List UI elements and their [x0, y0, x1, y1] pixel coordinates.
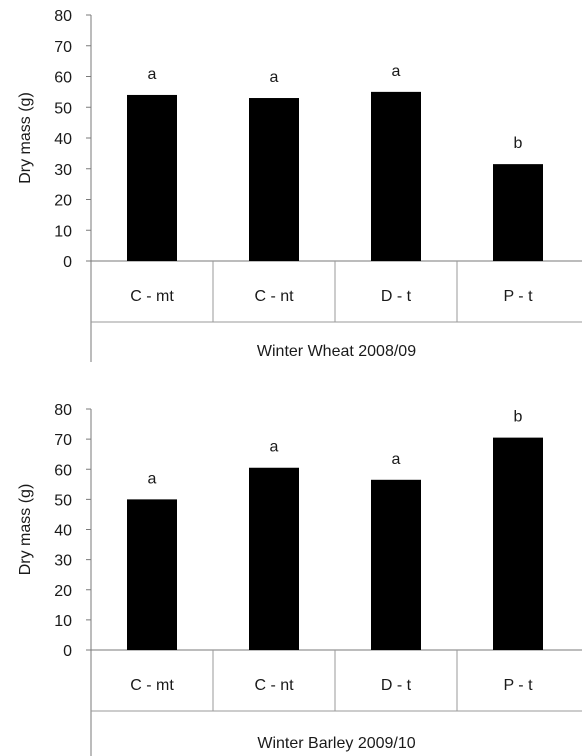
bar-wheat-4: [493, 164, 543, 261]
bar-wheat-1: [127, 94, 177, 261]
bar-wheat-2: [249, 98, 299, 262]
x-category-label: P - t: [503, 288, 533, 305]
significance-letter: a: [392, 63, 401, 80]
x-category-label: D - t: [381, 288, 412, 305]
y-axis-title: Dry mass (g): [17, 92, 34, 184]
bar-barley-3: [371, 479, 421, 650]
y-tick-label: 50: [54, 100, 72, 117]
y-tick-label: 40: [54, 523, 72, 540]
group-label: Winter Wheat 2008/09: [257, 343, 416, 360]
bar-wheat-3: [371, 91, 421, 261]
y-tick-label: 0: [63, 643, 72, 660]
y-tick-label: 30: [54, 553, 72, 570]
bar-barley-4: [493, 437, 543, 650]
y-tick-label: 20: [54, 193, 72, 210]
y-tick-label: 50: [54, 492, 72, 509]
significance-letter: a: [392, 451, 401, 468]
significance-letter: a: [270, 69, 279, 86]
y-tick-label: 20: [54, 583, 72, 600]
x-category-label: C - mt: [130, 288, 174, 305]
x-category-label: D - t: [381, 677, 412, 694]
group-label: Winter Barley 2009/10: [257, 735, 415, 752]
y-tick-label: 10: [54, 613, 72, 630]
y-axis-title: Dry mass (g): [17, 484, 34, 576]
y-tick-label: 60: [54, 462, 72, 479]
y-tick-label: 0: [63, 254, 72, 271]
y-tick-label: 80: [54, 402, 72, 419]
significance-letter: b: [514, 409, 523, 426]
y-tick-label: 80: [54, 8, 72, 25]
x-category-label: C - nt: [254, 677, 294, 694]
bar-barley-2: [249, 467, 299, 650]
y-tick-label: 70: [54, 39, 72, 56]
significance-letter: b: [514, 135, 523, 152]
y-tick-label: 60: [54, 70, 72, 87]
y-tick-label: 10: [54, 223, 72, 240]
significance-letter: a: [148, 470, 157, 487]
x-category-label: C - mt: [130, 677, 174, 694]
x-category-label: C - nt: [254, 288, 294, 305]
y-tick-label: 70: [54, 432, 72, 449]
bar-barley-1: [127, 499, 177, 650]
y-tick-label: 40: [54, 131, 72, 148]
significance-letter: a: [270, 439, 279, 456]
significance-letter: a: [148, 66, 157, 83]
x-category-label: P - t: [503, 677, 533, 694]
y-tick-label: 30: [54, 162, 72, 179]
